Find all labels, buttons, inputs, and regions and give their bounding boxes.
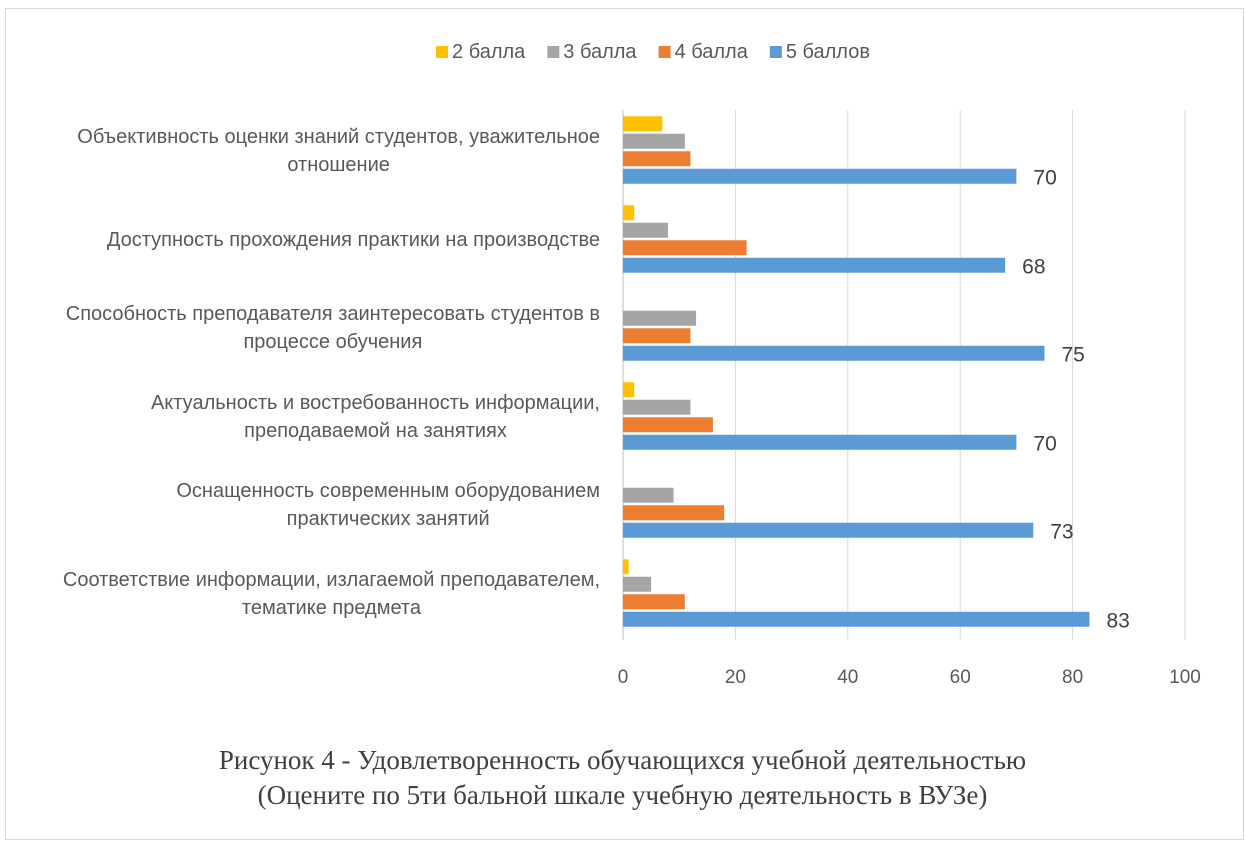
data-label: 68	[1022, 255, 1045, 278]
figure-caption: Рисунок 4 - Удовлетворенность обучающихс…	[0, 743, 1245, 813]
bar	[623, 133, 685, 149]
x-tick-label: 20	[725, 667, 746, 688]
bar	[623, 594, 685, 610]
category-label: Объективность оценки знаний студентов, у…	[77, 126, 600, 176]
category-label: Способность преподавателя заинтересовать…	[66, 303, 600, 353]
bar	[623, 611, 1090, 627]
legend-swatch	[436, 46, 449, 58]
data-label: 75	[1062, 343, 1085, 366]
bar	[623, 345, 1045, 361]
x-tick-label: 40	[837, 667, 858, 688]
legend-swatch	[658, 46, 671, 58]
data-label: 70	[1033, 432, 1056, 455]
x-tick-label: 60	[950, 667, 971, 688]
bar	[623, 116, 663, 132]
data-label: 73	[1050, 520, 1073, 543]
bar	[623, 257, 1006, 273]
x-tick-label: 80	[1062, 667, 1083, 688]
bar	[623, 505, 725, 521]
legend-swatch	[547, 46, 560, 58]
legend: 2 балла 3 балла 4 балла 5 баллов	[436, 41, 870, 63]
legend-label: 5 баллов	[786, 41, 870, 63]
category-label: Оснащенность современным оборудованием пр…	[176, 480, 600, 530]
caption-line-1: Рисунок 4 - Удовлетворенность обучающихс…	[218, 745, 1027, 775]
x-tick-label: 100	[1169, 667, 1201, 688]
bar	[623, 399, 691, 415]
bar	[623, 205, 635, 221]
bar	[623, 559, 629, 575]
legend-label: 3 балла	[563, 41, 637, 63]
bar	[623, 434, 1017, 450]
bar	[623, 576, 652, 592]
bar	[623, 240, 747, 256]
bar	[623, 151, 691, 167]
caption-line-2: (Оцените по 5ти бальной шкале учебную де…	[257, 780, 988, 810]
category-label: Доступность прохождения практики на прои…	[107, 229, 600, 251]
bar-chart: 0 20 40 60 80 100 70 68 75 70 73 83 Объективность оц…	[63, 41, 1201, 688]
bar	[623, 168, 1017, 184]
bar	[623, 222, 668, 238]
bar	[623, 382, 635, 398]
category-label: Актуальность и востребованность информац…	[151, 392, 600, 442]
category-label: Соответствие информации, излагаемой преп…	[63, 569, 600, 619]
legend-label: 4 балла	[675, 41, 749, 63]
data-label: 83	[1106, 609, 1129, 632]
x-tick-label: 0	[618, 667, 629, 688]
data-label: 70	[1033, 166, 1056, 189]
bar	[623, 310, 697, 326]
legend-label: 2 балла	[452, 41, 526, 63]
legend-swatch	[769, 46, 782, 58]
bar	[623, 487, 674, 503]
bar	[623, 522, 1034, 538]
bar	[623, 417, 713, 433]
bar	[623, 328, 691, 344]
